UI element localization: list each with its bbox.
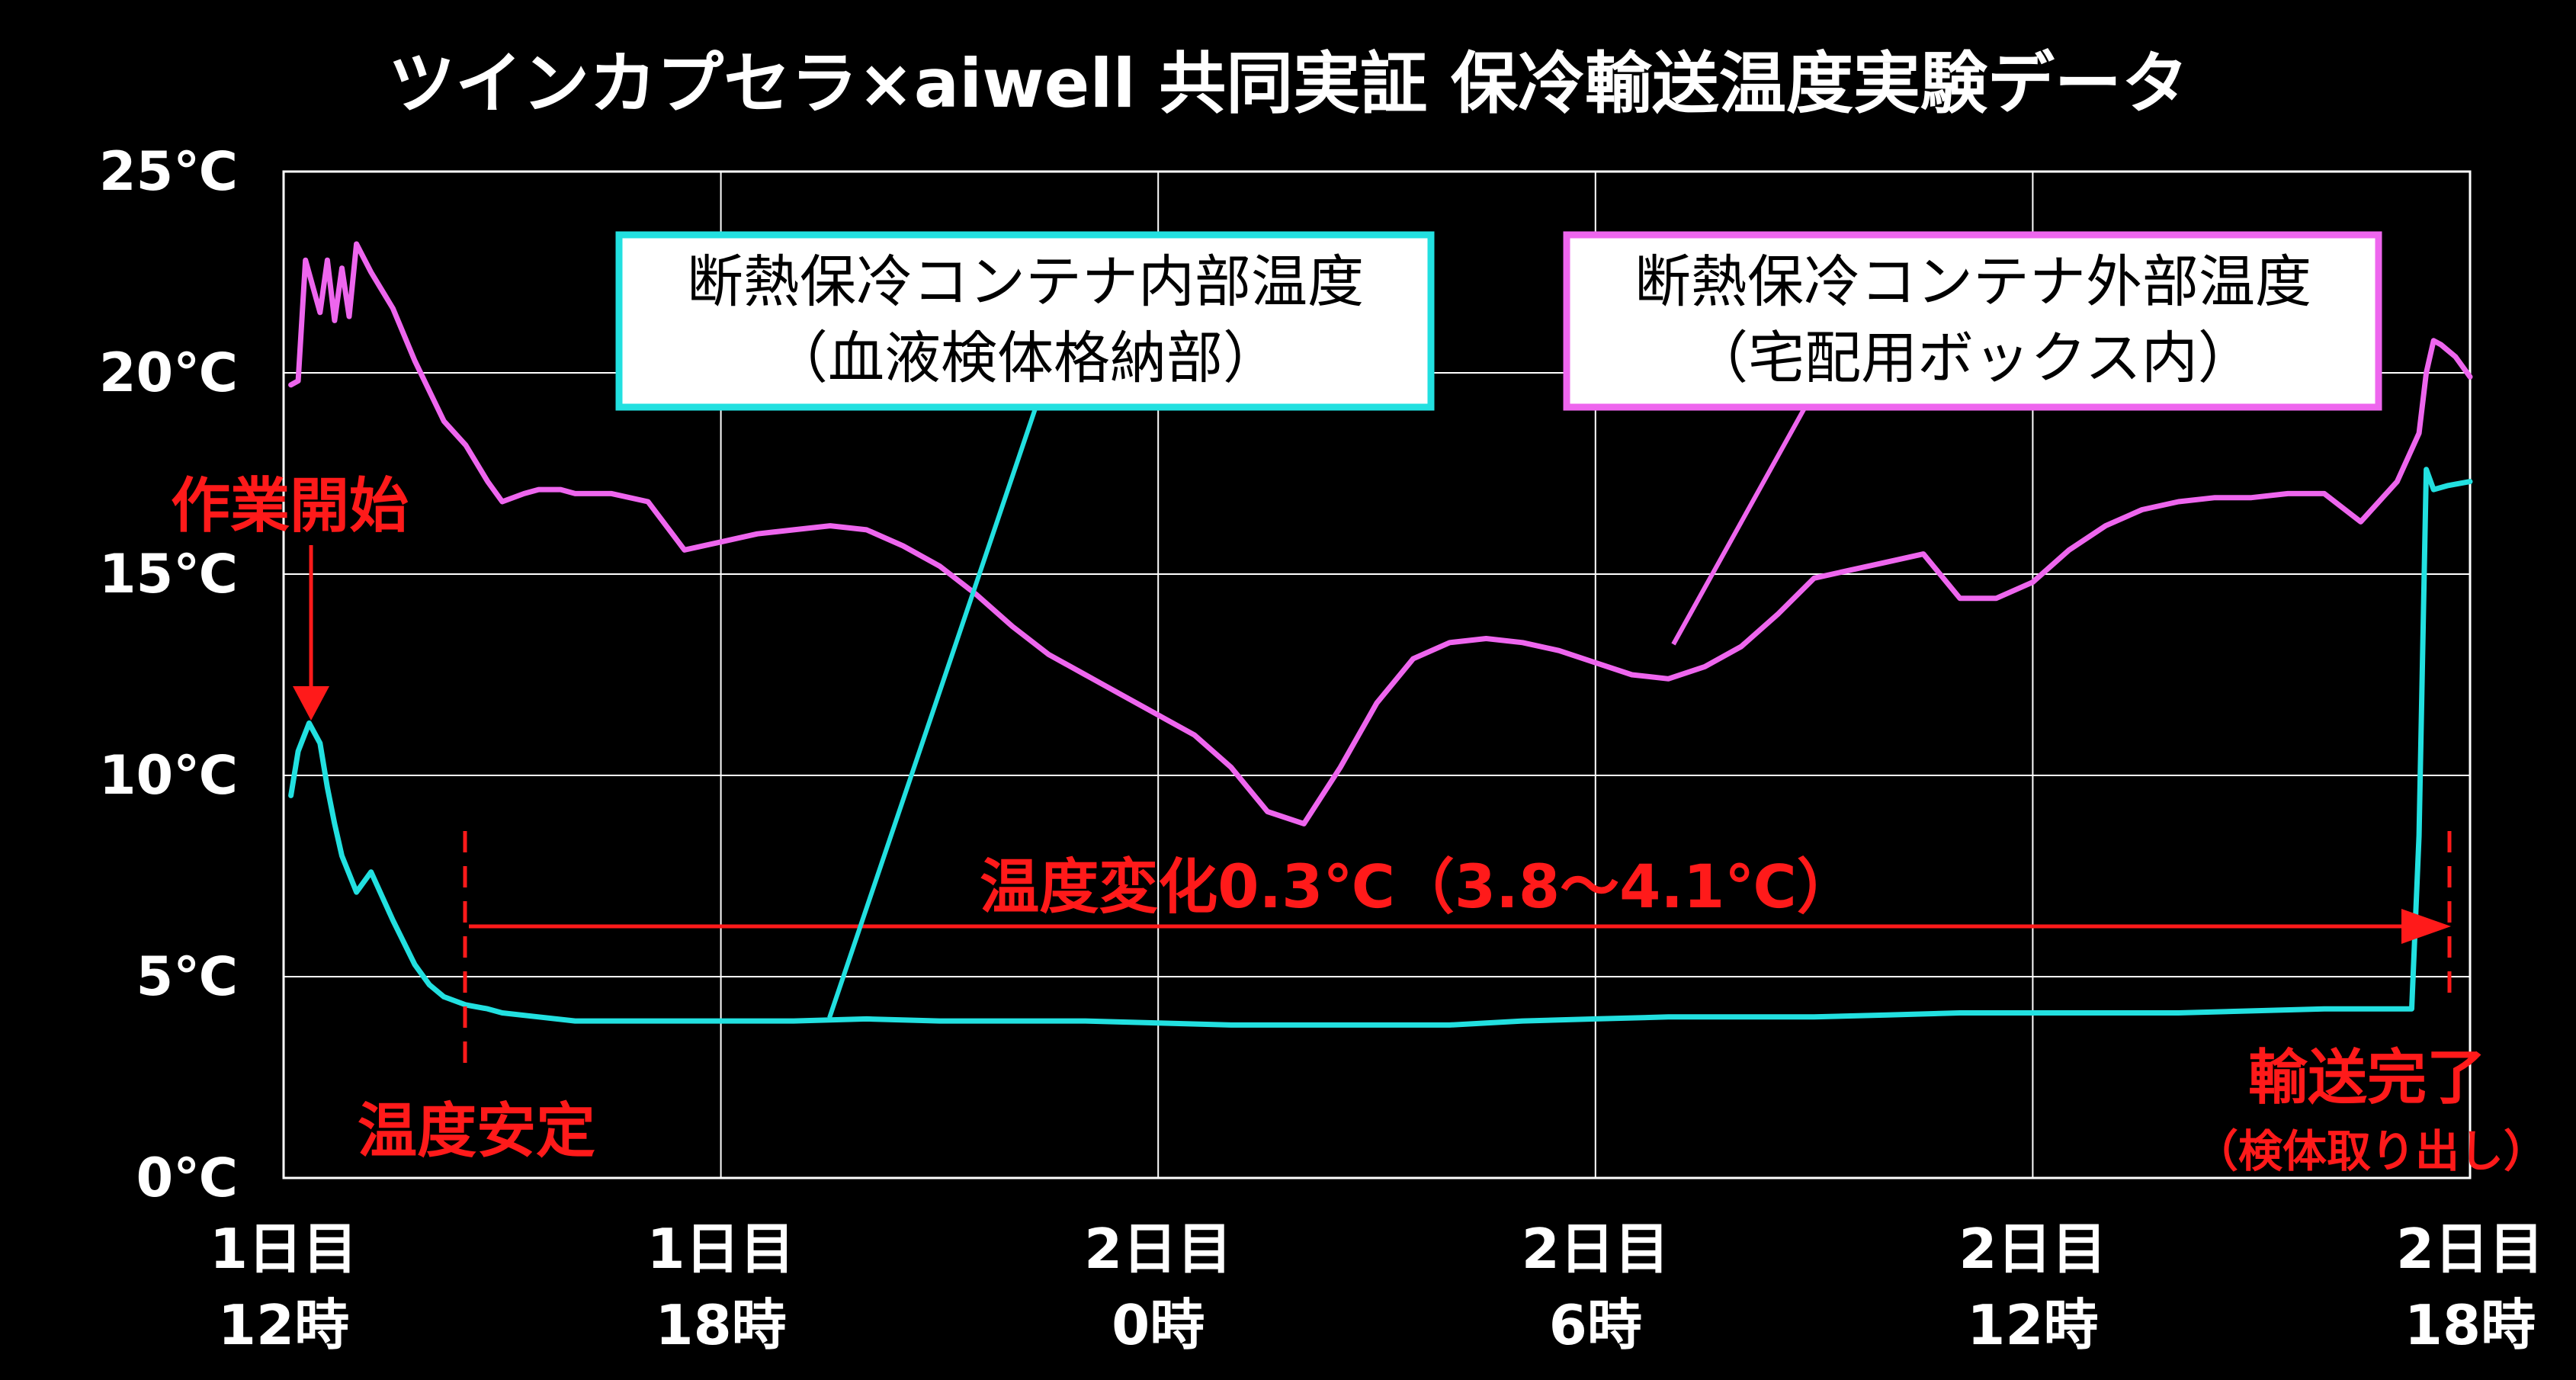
- x-tick-day-label: 1日目: [210, 1217, 358, 1281]
- y-tick-label: 15℃: [99, 543, 238, 605]
- y-tick-label: 5℃: [136, 945, 238, 1008]
- annotation-transport-done: 輸送完了 （検体取り出し）: [2194, 1044, 2548, 1177]
- series-line-outer-temperature: [288, 241, 2473, 826]
- y-axis-ticks: 0℃ 5℃ 10℃ 15℃ 20℃ 25℃: [99, 140, 238, 1209]
- y-tick-label: 25℃: [99, 140, 238, 203]
- y-tick-label: 10℃: [99, 744, 238, 807]
- series-line-inner-temperature: [288, 467, 2473, 1028]
- x-tick-day-label: 2日目: [2396, 1217, 2544, 1281]
- series-lines: [288, 241, 2473, 1028]
- x-tick-day-label: 2日目: [1958, 1217, 2106, 1281]
- chart-title: ツインカプセラ×aiwell 共同実証 保冷輸送温度実験データ: [388, 44, 2189, 123]
- annotation-temp-change: 温度変化0.3℃（3.8～4.1℃）: [469, 831, 2452, 1006]
- legend-outer-box: [1563, 231, 2382, 411]
- annotation-work-start: 作業開始: [171, 472, 409, 720]
- legend-outer-leader-line: [1671, 403, 1809, 646]
- x-tick-time-label: 12時: [1967, 1293, 2098, 1357]
- temp-stable-label: 温度安定: [358, 1097, 595, 1166]
- x-tick-time-label: 6時: [1549, 1293, 1642, 1357]
- x-tick-time-label: 18時: [2404, 1293, 2536, 1357]
- work-start-arrow-head: [293, 686, 329, 720]
- x-tick-time-label: 12時: [218, 1293, 349, 1357]
- x-tick-day-label: 1日目: [647, 1217, 795, 1281]
- legend-inner-leader-line: [827, 403, 1039, 1019]
- x-tick-time-label: 18時: [655, 1293, 786, 1357]
- legend-inner-box: [615, 231, 1435, 411]
- legend-inner-line1: 断熱保冷コンテナ内部温度: [687, 249, 1364, 315]
- transport-done-label: 輸送完了: [2248, 1044, 2486, 1112]
- plot-area-frame: [282, 170, 2472, 1179]
- x-tick-time-label: 0時: [1112, 1293, 1205, 1357]
- y-tick-label: 20℃: [99, 342, 238, 404]
- x-tick-day-label: 2日目: [1522, 1217, 1670, 1281]
- specimen-removed-label: （検体取り出し）: [2194, 1125, 2548, 1177]
- legend-inner-line2: （血液検体格納部）: [772, 326, 1279, 391]
- annotation-temp-stable: 温度安定: [358, 831, 595, 1166]
- legend-outer-temperature: 断熱保冷コンテナ外部温度 （宅配用ボックス内）: [1563, 231, 2382, 646]
- work-start-label: 作業開始: [171, 472, 409, 541]
- x-axis-ticks: 1日目 12時 1日目 18時 2日目 0時 2日目 6時 2日目 12時 2日目 18時: [210, 1217, 2544, 1357]
- x-tick-day-label: 2日目: [1084, 1217, 1232, 1281]
- legend-outer-line1: 断熱保冷コンテナ外部温度: [1634, 249, 2311, 315]
- legend-outer-line2: （宅配用ボックス内）: [1692, 326, 2254, 391]
- temp-change-arrow-head: [2401, 909, 2451, 944]
- legend-inner-temperature: 断熱保冷コンテナ内部温度 （血液検体格納部）: [615, 231, 1435, 1019]
- y-tick-label: 0℃: [136, 1147, 238, 1209]
- temp-change-label: 温度変化0.3℃（3.8～4.1℃）: [980, 853, 1856, 922]
